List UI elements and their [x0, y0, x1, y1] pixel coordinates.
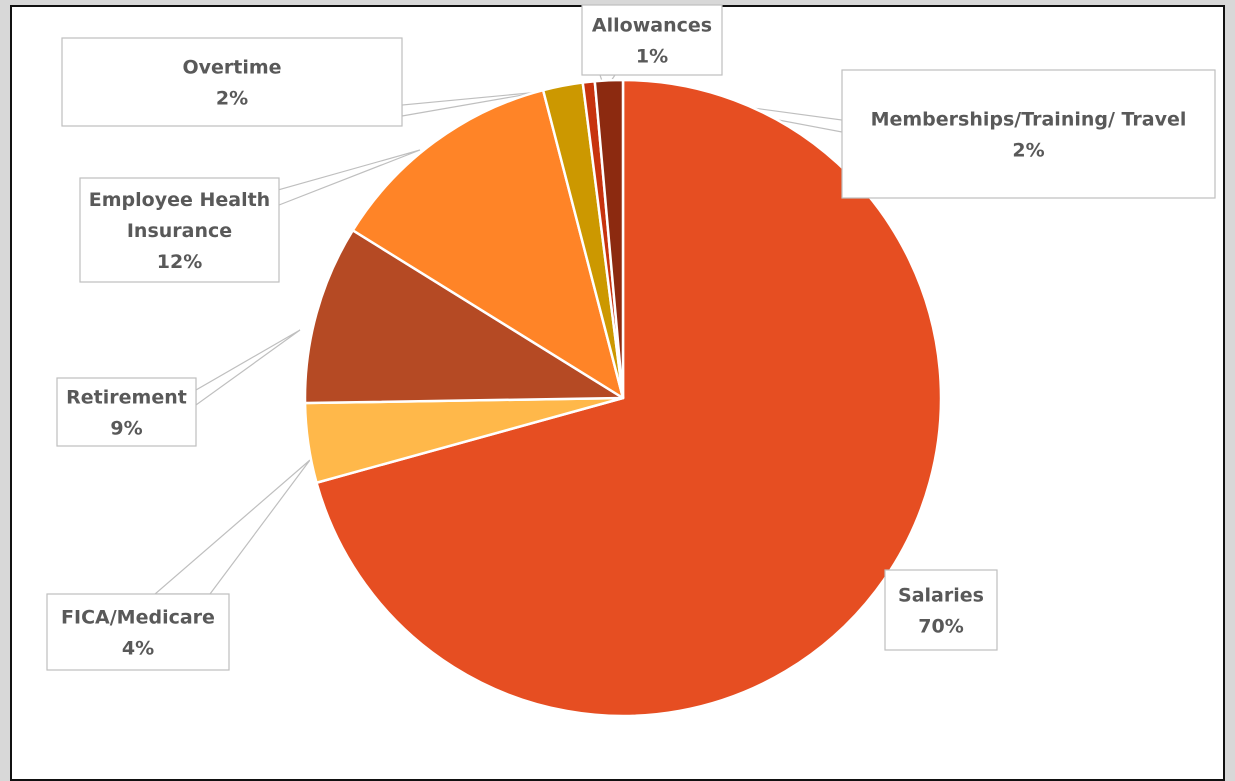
data-label-box — [46, 593, 230, 671]
data-label-box — [841, 69, 1216, 199]
data-label-box — [79, 177, 280, 283]
data-label-category: FICA/Medicare — [61, 607, 215, 629]
data-label-percent: 9% — [110, 418, 142, 440]
leader-line-retirement — [195, 329, 301, 407]
pie-slice-salaries — [315, 78, 943, 718]
data-label-category: Memberships/Training/ Travel — [871, 109, 1187, 131]
data-label-allowances: Allowances 1% — [581, 4, 723, 76]
data-label-percent: 1% — [636, 46, 668, 68]
data-label-category: Insurance — [127, 220, 232, 242]
data-label-memberships-training-travel: Memberships/Training/ Travel 2% — [841, 69, 1216, 199]
pie-slices — [303, 78, 943, 718]
data-label-percent: 12% — [157, 251, 202, 273]
data-label-salaries: Salaries 70% — [884, 569, 998, 651]
leader-line-fica-medicare — [153, 459, 311, 595]
data-label-category: Salaries — [898, 585, 984, 607]
data-label-employee-health: Employee Health Insurance 12% — [79, 177, 280, 283]
data-label-percent: 4% — [122, 638, 154, 660]
pie-slice-memberships-training-travel — [593, 78, 625, 400]
pie-slice-retirement — [303, 229, 625, 405]
data-label-box — [884, 569, 998, 651]
data-label-category: Retirement — [66, 387, 187, 409]
data-label-fica-medicare: FICA/Medicare 4% — [46, 593, 230, 671]
data-label-box — [56, 377, 197, 447]
data-label-category: Employee Health — [89, 189, 270, 211]
data-label-retirement: Retirement 9% — [56, 377, 197, 447]
data-label-percent: 2% — [216, 88, 248, 110]
data-label-category: Overtime — [182, 57, 281, 79]
data-label-percent: 2% — [1012, 140, 1044, 162]
data-label-box — [61, 37, 403, 127]
data-label-category: Allowances — [592, 15, 712, 37]
data-label-box — [581, 4, 723, 76]
pie-slice-employee-health — [351, 88, 625, 400]
data-label-callouts: Salaries 70% FICA/Medicare 4% Retirement 9% Em… — [46, 4, 1216, 671]
data-label-overtime: Overtime 2% — [61, 37, 403, 127]
data-label-percent: 70% — [918, 616, 963, 638]
